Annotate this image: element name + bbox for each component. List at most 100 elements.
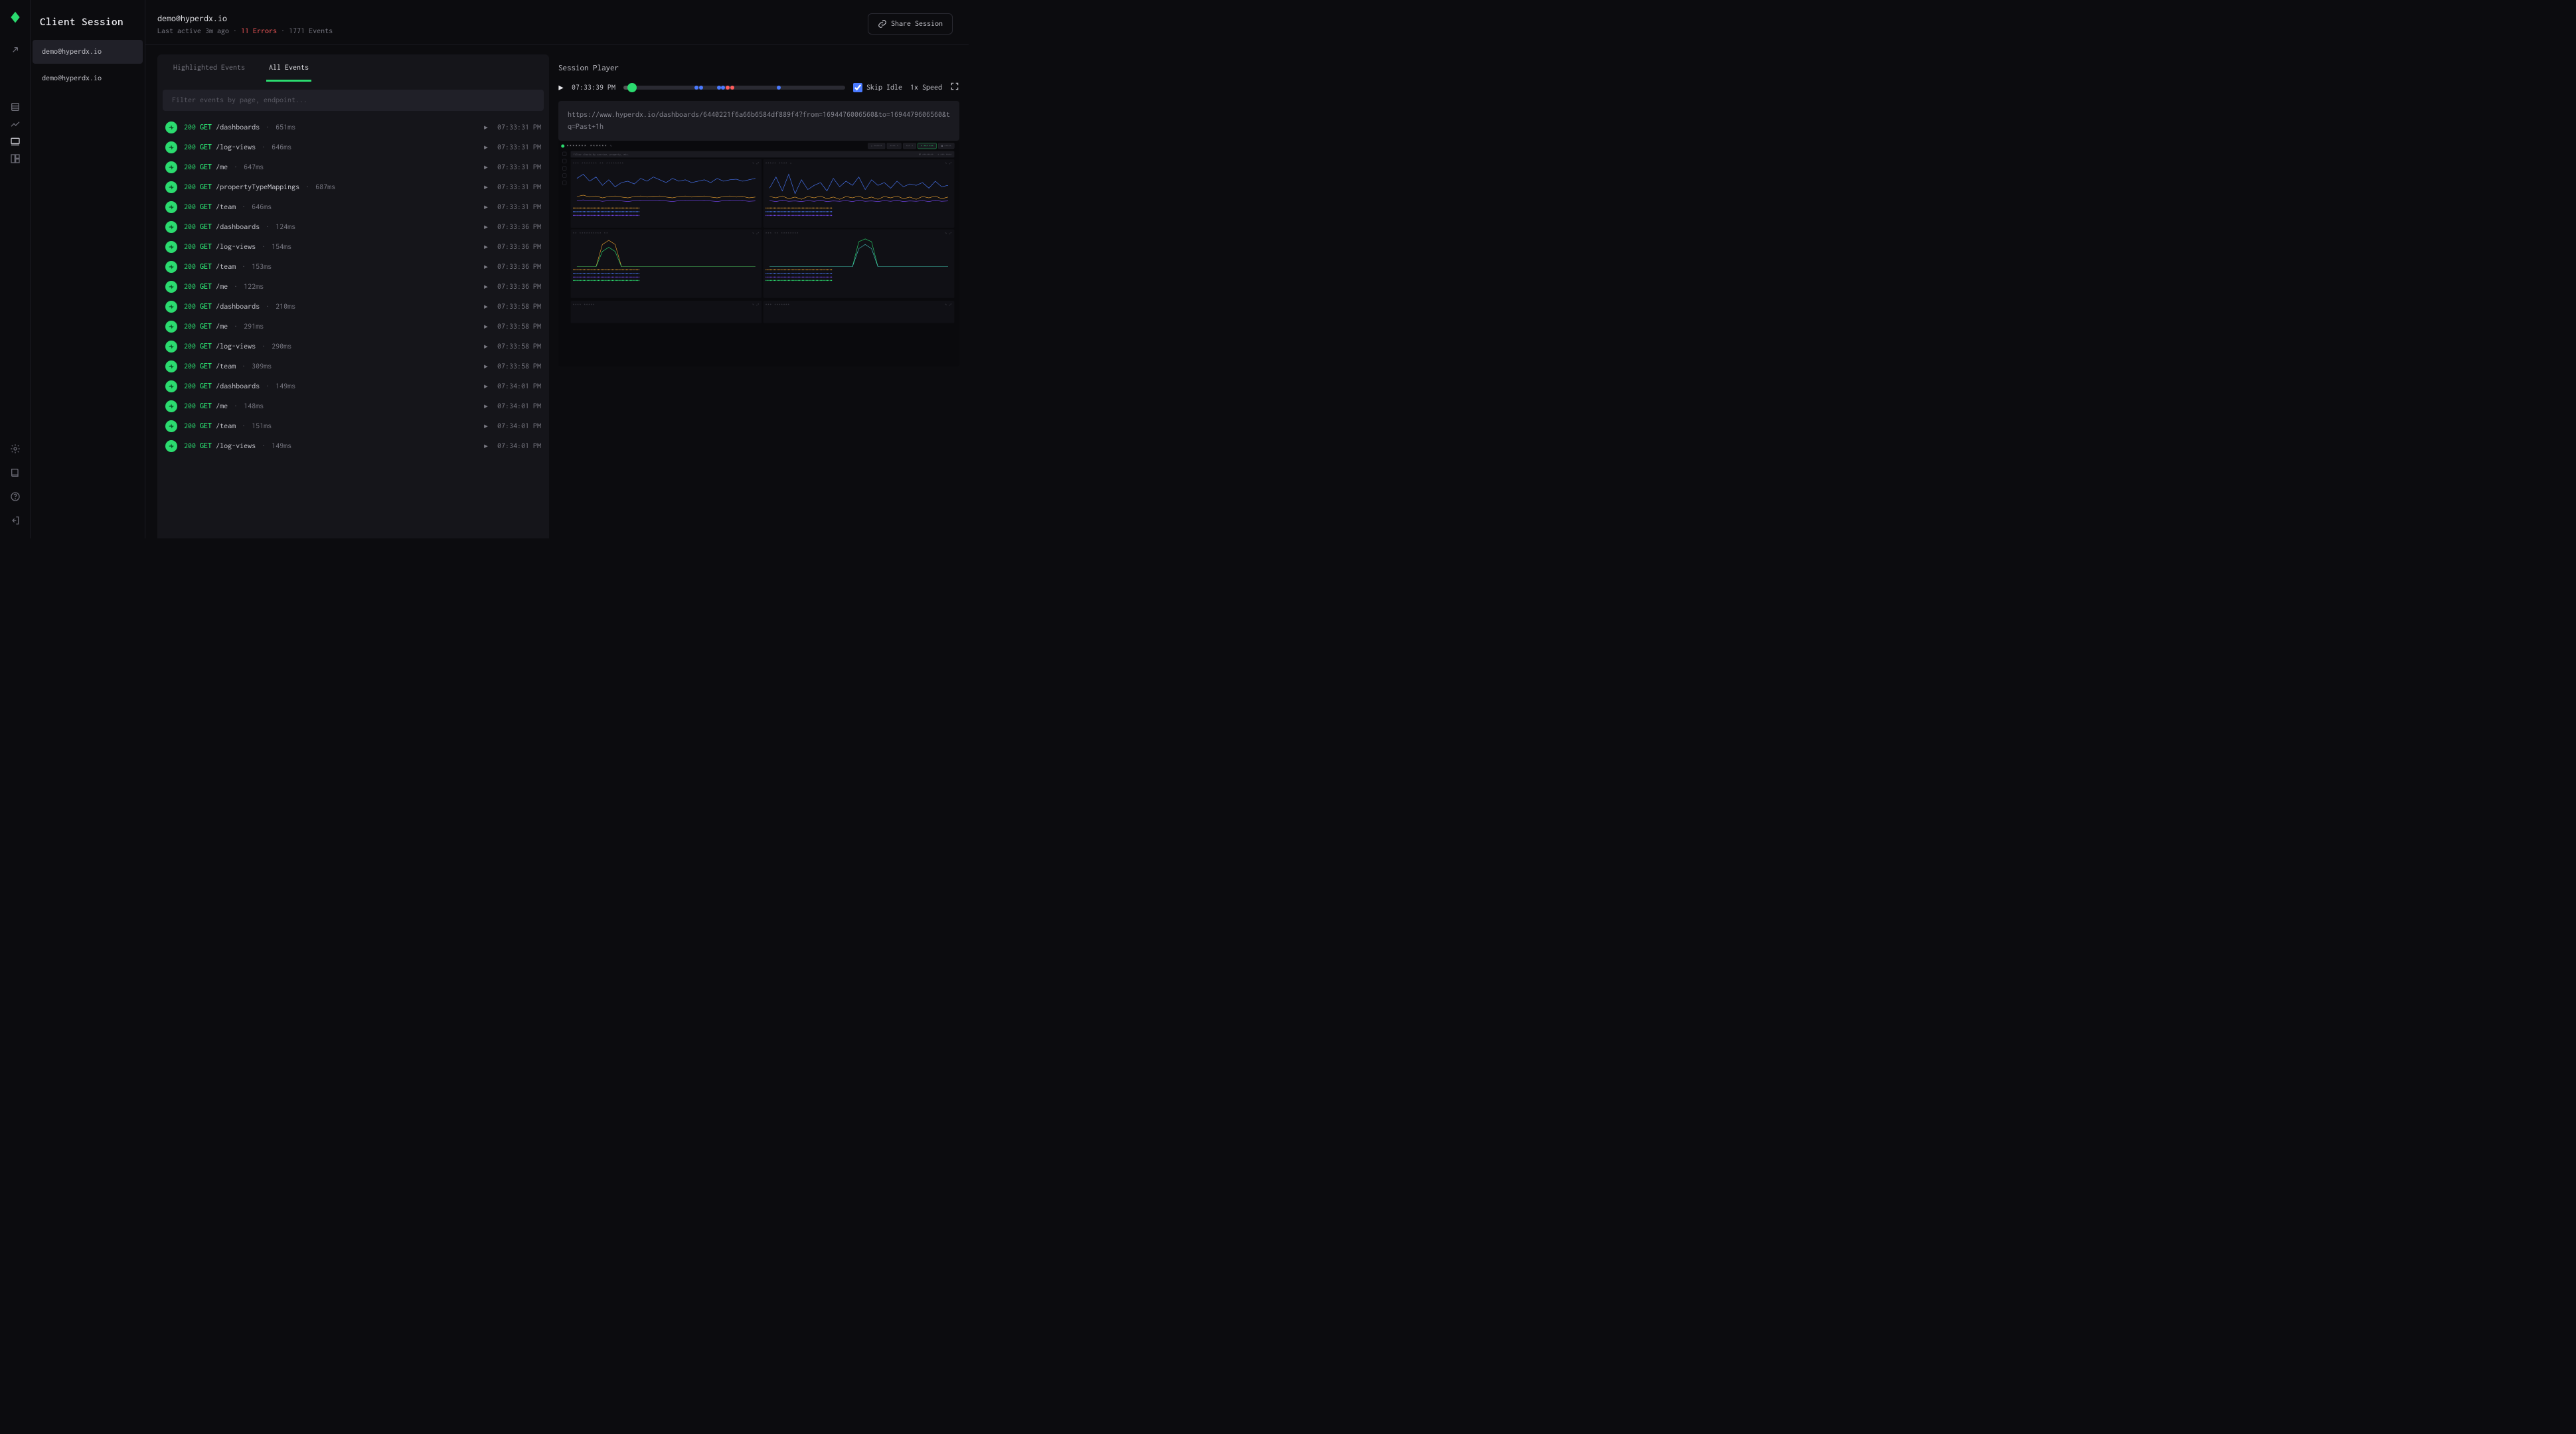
event-time: 07:33:58 PM bbox=[497, 303, 541, 311]
event-path: /log-views bbox=[216, 442, 256, 450]
event-row[interactable]: 200 GET /team · 309ms▶07:33:58 PM bbox=[161, 357, 545, 376]
chart-actions-icon[interactable]: ✎ ⤢ bbox=[752, 161, 760, 165]
dashboard-icon[interactable] bbox=[9, 153, 21, 165]
replay-search[interactable]: Filter charts by service, property, etc.… bbox=[570, 151, 954, 158]
event-row[interactable]: 200 GET /me · 291ms▶07:33:58 PM bbox=[161, 317, 545, 337]
event-row[interactable]: 200 GET /log-views · 290ms▶07:33:58 PM bbox=[161, 337, 545, 357]
event-status: 200 bbox=[184, 263, 196, 271]
event-time: 07:33:36 PM bbox=[497, 223, 541, 231]
event-time: 07:34:01 PM bbox=[497, 402, 541, 410]
list-icon[interactable] bbox=[9, 101, 21, 113]
expand-arrow-icon: ▶ bbox=[484, 382, 488, 391]
replay-top-button[interactable]: * *** *** bbox=[918, 143, 936, 149]
player-timeline[interactable] bbox=[623, 86, 845, 90]
event-row[interactable]: 200 GET /team · 646ms▶07:33:31 PM bbox=[161, 197, 545, 217]
session-item[interactable]: demo@hyperdx.io bbox=[33, 66, 143, 90]
player-url-bar: https://www.hyperdx.io/dashboards/644022… bbox=[558, 101, 959, 141]
event-time: 07:33:31 PM bbox=[497, 143, 541, 151]
event-row[interactable]: 200 GET /me · 148ms▶07:34:01 PM bbox=[161, 396, 545, 416]
chart-actions-icon[interactable]: ✎ ⤢ bbox=[945, 232, 953, 235]
logout-icon[interactable] bbox=[9, 515, 21, 526]
share-session-button[interactable]: Share Session bbox=[868, 13, 953, 35]
event-list[interactable]: 200 GET /dashboards · 651ms▶07:33:31 PM2… bbox=[157, 115, 549, 538]
timeline-playhead[interactable] bbox=[627, 83, 637, 92]
play-button[interactable]: ▶ bbox=[558, 82, 564, 93]
skip-idle-toggle[interactable]: Skip Idle bbox=[853, 83, 902, 92]
event-time: 07:34:01 PM bbox=[497, 422, 541, 430]
gear-icon[interactable] bbox=[9, 443, 21, 455]
event-row[interactable]: 200 GET /log-views · 149ms▶07:34:01 PM bbox=[161, 436, 545, 456]
event-path: /me bbox=[216, 283, 228, 291]
replay-top-button[interactable]: ■ ***** bbox=[938, 143, 954, 149]
chart-actions-icon[interactable]: ✎ ⤢ bbox=[752, 303, 760, 306]
chart-title: ***** **** « bbox=[765, 161, 792, 165]
event-method: GET bbox=[200, 163, 212, 171]
chart-actions-icon[interactable]: ✎ ⤢ bbox=[945, 303, 953, 306]
replay-chart-grid-2: **** *****✎ ⤢*** *******✎ ⤢ bbox=[558, 301, 957, 326]
chart-legend: ●●●●●●●●●●●●●●●●●●●●●●●●●●●●●●●●●●●●●●●●… bbox=[765, 206, 952, 217]
event-status-icon bbox=[165, 321, 177, 333]
event-status: 200 bbox=[184, 163, 196, 171]
events-column: Highlighted Events All Events 200 GET /d… bbox=[157, 54, 549, 538]
expand-arrow-icon: ▶ bbox=[484, 243, 488, 252]
event-status: 200 bbox=[184, 123, 196, 131]
expand-icon[interactable] bbox=[9, 44, 21, 56]
replay-chart: ***** **** « ✎ ⤢ ●●●●●●●●●●●●●●●●●●●●●●●●●… bbox=[764, 159, 955, 228]
event-path: /me bbox=[216, 402, 228, 410]
tab-all-events[interactable]: All Events bbox=[266, 54, 311, 82]
replay-side-icon[interactable] bbox=[562, 159, 566, 163]
chart-actions-icon[interactable]: ✎ ⤢ bbox=[945, 161, 953, 165]
event-row[interactable]: 200 GET /dashboards · 124ms▶07:33:36 PM bbox=[161, 217, 545, 237]
event-row[interactable]: 200 GET /log-views · 154ms▶07:33:36 PM bbox=[161, 237, 545, 257]
filter-events-input[interactable] bbox=[163, 90, 544, 111]
event-row[interactable]: 200 GET /me · 647ms▶07:33:31 PM bbox=[161, 157, 545, 177]
event-status-icon bbox=[165, 201, 177, 213]
main-area: demo@hyperdx.io Last active 3m ago · 11 … bbox=[145, 0, 969, 538]
chart-actions-icon[interactable]: ✎ ⤢ bbox=[752, 232, 760, 235]
replay-side-icon[interactable] bbox=[562, 152, 566, 156]
book-icon[interactable] bbox=[9, 467, 21, 479]
app-root: Client Session demo@hyperdx.iodemo@hyper… bbox=[0, 0, 969, 538]
timeline-event-marker bbox=[777, 86, 781, 90]
replay-top-button[interactable]: « ****** bbox=[868, 143, 885, 149]
replay-side-icon[interactable] bbox=[562, 181, 566, 185]
session-replay-viewport[interactable]: ******* ******✎« ********** **** ** *** … bbox=[558, 141, 959, 366]
session-item[interactable]: demo@hyperdx.io bbox=[33, 40, 143, 64]
event-time: 07:33:58 PM bbox=[497, 323, 541, 331]
event-path: /dashboards bbox=[216, 223, 260, 231]
chart-line-icon[interactable] bbox=[9, 118, 21, 130]
event-method: GET bbox=[200, 303, 212, 311]
event-row[interactable]: 200 GET /dashboards · 149ms▶07:34:01 PM bbox=[161, 376, 545, 396]
nav-rail bbox=[0, 0, 31, 538]
replay-sidebar bbox=[560, 149, 570, 185]
event-row[interactable]: 200 GET /me · 122ms▶07:33:36 PM bbox=[161, 277, 545, 297]
event-row[interactable]: 200 GET /dashboards · 651ms▶07:33:31 PM bbox=[161, 118, 545, 137]
fullscreen-icon[interactable] bbox=[950, 82, 959, 93]
event-duration: 651ms bbox=[276, 123, 295, 131]
help-circle-icon[interactable] bbox=[9, 491, 21, 503]
expand-arrow-icon: ▶ bbox=[484, 323, 488, 331]
replay-top-button[interactable]: **** * bbox=[887, 143, 902, 149]
replay-side-icon[interactable] bbox=[562, 174, 566, 178]
skip-idle-checkbox[interactable] bbox=[853, 83, 862, 92]
event-row[interactable]: 200 GET /log-views · 646ms▶07:33:31 PM bbox=[161, 137, 545, 157]
event-row[interactable]: 200 GET /team · 153ms▶07:33:36 PM bbox=[161, 257, 545, 277]
link-icon bbox=[878, 19, 887, 29]
replay-top-button[interactable]: *** * bbox=[903, 143, 916, 149]
expand-arrow-icon: ▶ bbox=[484, 303, 488, 311]
event-row[interactable]: 200 GET /team · 151ms▶07:34:01 PM bbox=[161, 416, 545, 436]
monitor-icon[interactable] bbox=[9, 135, 21, 147]
event-method: GET bbox=[200, 143, 212, 151]
replay-side-icon[interactable] bbox=[562, 167, 566, 171]
event-row[interactable]: 200 GET /dashboards · 210ms▶07:33:58 PM bbox=[161, 297, 545, 317]
speed-button[interactable]: 1x Speed bbox=[910, 84, 942, 92]
event-row[interactable]: 200 GET /propertyTypeMappings · 687ms▶07… bbox=[161, 177, 545, 197]
event-duration: 647ms bbox=[244, 163, 264, 171]
tab-highlighted[interactable]: Highlighted Events bbox=[171, 54, 248, 82]
event-method: GET bbox=[200, 442, 212, 450]
last-active-text: Last active 3m ago bbox=[157, 27, 229, 35]
chart-title: ** ********** ** bbox=[573, 232, 609, 235]
event-method: GET bbox=[200, 203, 212, 211]
event-time: 07:34:01 PM bbox=[497, 442, 541, 450]
event-path: /propertyTypeMappings bbox=[216, 183, 299, 191]
